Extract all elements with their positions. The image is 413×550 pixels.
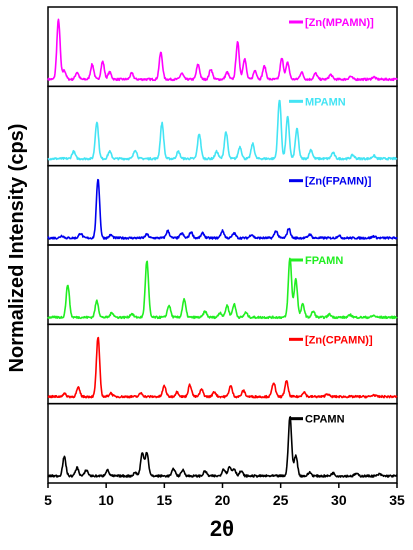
legend-label-zn-cpamn: [Zn(CPAMN)] (305, 334, 373, 346)
legend-label-cpamn: CPAMN (305, 414, 345, 426)
x-tick-label: 35 (389, 492, 405, 508)
x-axis-title: 2θ (210, 516, 234, 541)
panel-zn-mpamn: [Zn(MPAMN)] (47, 6, 398, 88)
panel-frame (47, 244, 398, 326)
series-line-zn-mpamn (47, 18, 398, 82)
panel-zn-fpamn: [Zn(FPAMN)] (47, 164, 398, 246)
series-line-zn-cpamn (47, 336, 398, 399)
legend-label-zn-mpamn: [Zn(MPAMN)] (305, 17, 374, 29)
legend-label-fpamn: FPAMN (305, 255, 343, 267)
series-line-fpamn (47, 257, 398, 320)
chart-panels: [Zn(MPAMN)] MPAMN [Zn(FPAMN)] FPAMN [Zn(CPAM… (47, 6, 398, 484)
x-tick-label: 25 (273, 492, 289, 508)
legend-label-zn-fpamn: [Zn(FPAMN)] (305, 176, 372, 188)
panel-fpamn: FPAMN (47, 244, 398, 326)
x-tick-label: 15 (157, 492, 173, 508)
panel-mpamn: MPAMN (47, 85, 398, 167)
legend-label-mpamn: MPAMN (305, 96, 346, 108)
x-tick-label: 10 (98, 492, 114, 508)
series-line-cpamn (47, 416, 398, 478)
x-tick-label: 5 (44, 492, 52, 508)
series-line-zn-fpamn (47, 178, 398, 240)
series-line-mpamn (47, 99, 398, 161)
panel-zn-cpamn: [Zn(CPAMN)] (47, 323, 398, 405)
x-axis: 5 10 15 20 25 30 35 (44, 483, 405, 508)
panel-cpamn: CPAMN (47, 402, 398, 484)
x-tick-label: 20 (215, 492, 231, 508)
x-tick-label: 30 (331, 492, 347, 508)
y-axis-title: Normalized Intensity (cps) (6, 124, 28, 373)
